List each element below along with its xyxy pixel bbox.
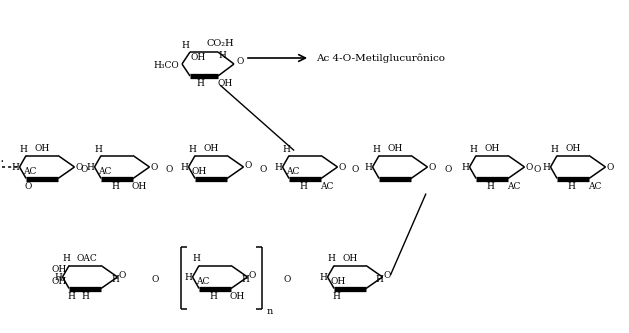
Text: O: O [119,270,126,279]
Text: H: H [469,145,477,154]
Text: O: O [152,275,159,284]
Text: AC: AC [23,166,36,175]
Text: H: H [111,182,119,191]
Text: OAC: OAC [77,254,97,263]
Text: CO₂H: CO₂H [206,39,234,48]
Text: OH: OH [35,144,50,153]
Text: H: H [19,145,27,154]
Text: OH: OH [387,144,403,153]
Text: OH: OH [131,182,147,191]
Text: H: H [94,145,102,154]
Text: H: H [55,273,62,282]
Text: H: H [332,292,340,301]
Text: AC: AC [588,182,602,191]
Text: H: H [218,52,226,61]
Text: H: H [67,292,75,301]
Text: OH: OH [342,254,358,263]
Text: H: H [567,182,575,191]
Text: O: O [607,163,614,171]
Text: H: H [181,164,189,172]
Text: AC: AC [196,276,210,285]
Text: OH: OH [330,277,346,286]
Text: O: O [259,166,267,174]
Text: O: O [352,166,359,174]
Text: H: H [550,145,558,154]
Text: O: O [25,182,32,191]
Text: H: H [462,164,469,172]
Text: H: H [192,254,200,263]
Text: H: H [184,273,192,282]
Text: OH: OH [218,80,233,89]
Text: O: O [237,58,243,67]
Text: H: H [242,274,250,283]
Text: H: H [87,164,94,172]
Text: OH: OH [191,54,206,63]
Text: AC: AC [508,182,521,191]
Text: O: O [76,163,83,171]
Text: H: H [181,42,189,51]
Text: O: O [165,166,173,174]
Text: OH: OH [52,276,67,285]
Text: O: O [245,161,252,169]
Text: n: n [266,306,272,315]
Text: AC: AC [320,182,334,191]
Text: H: H [486,182,494,191]
Text: H: H [111,274,120,283]
Text: H: H [275,164,282,172]
Text: OH: OH [484,144,499,153]
Text: H: H [196,80,204,89]
Text: H: H [188,145,196,154]
Text: H: H [320,273,328,282]
Text: OH: OH [52,264,67,273]
Text: H: H [365,164,372,172]
Text: O: O [429,163,436,171]
Text: O: O [284,275,291,284]
Text: O: O [526,163,533,171]
Text: OH: OH [203,144,219,153]
Text: H: H [543,164,550,172]
Text: H: H [327,254,335,263]
Text: H: H [62,254,70,263]
Text: H: H [11,164,19,172]
Text: H: H [299,182,307,191]
Text: H: H [209,292,217,301]
Text: O: O [339,163,346,171]
Text: H₃CO: H₃CO [153,62,179,71]
Text: O: O [445,166,452,174]
Text: OH: OH [565,144,581,153]
Text: AC: AC [98,166,112,175]
Text: O: O [249,270,256,279]
Text: AC: AC [286,166,300,175]
Text: Ac 4-O-Metilglucurônico: Ac 4-O-Metilglucurônico [316,53,445,63]
Text: H: H [372,145,380,154]
Text: H: H [282,145,290,154]
Text: …: … [0,153,4,166]
Text: O: O [384,270,391,279]
Text: OH: OH [191,167,207,176]
Text: O: O [151,163,158,171]
Text: O: O [81,166,88,174]
Text: H: H [376,275,384,284]
Text: O: O [534,166,541,174]
Text: H: H [81,292,89,301]
Text: OH: OH [230,292,245,301]
